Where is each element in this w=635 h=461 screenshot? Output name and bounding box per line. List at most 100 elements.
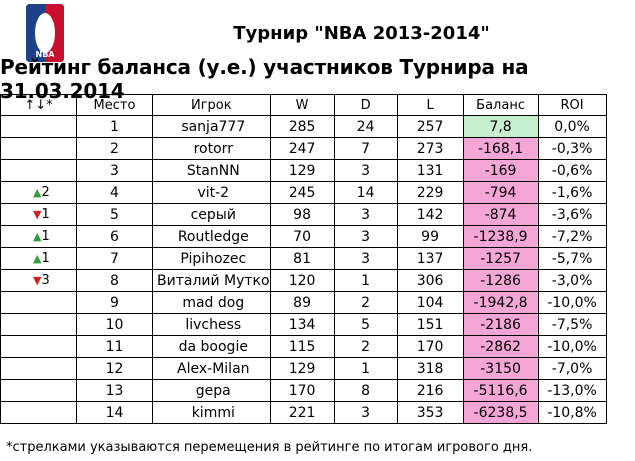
wins-cell[interactable]: 129 — [269, 357, 335, 380]
rank-change-cell[interactable] — [0, 401, 77, 424]
draws-cell[interactable]: 3 — [333, 225, 398, 248]
roi-cell[interactable]: -10,8% — [537, 401, 607, 424]
draws-cell[interactable]: 2 — [333, 291, 398, 314]
losses-cell[interactable]: 257 — [396, 115, 464, 138]
rank-change-cell[interactable] — [0, 313, 77, 336]
wins-cell[interactable]: 120 — [269, 269, 335, 292]
losses-cell[interactable]: 353 — [396, 401, 464, 424]
losses-cell[interactable]: 216 — [396, 379, 464, 402]
wins-cell[interactable]: 115 — [269, 335, 335, 358]
column-header-player[interactable]: Игрок — [152, 94, 271, 116]
rank-change-cell[interactable] — [0, 357, 77, 380]
player-cell[interactable]: Routledge — [152, 225, 271, 248]
balance-cell[interactable]: -1286 — [462, 269, 539, 292]
roi-cell[interactable]: -7,0% — [537, 357, 607, 380]
place-cell[interactable]: 11 — [76, 335, 153, 358]
draws-cell[interactable]: 8 — [333, 379, 398, 402]
column-header-move[interactable]: ↑↓* — [0, 94, 77, 116]
player-cell[interactable]: vit-2 — [152, 181, 271, 204]
place-cell[interactable]: 9 — [76, 291, 153, 314]
draws-cell[interactable]: 1 — [333, 269, 398, 292]
losses-cell[interactable]: 137 — [396, 247, 464, 270]
player-cell[interactable]: StanNN — [152, 159, 271, 182]
losses-cell[interactable]: 229 — [396, 181, 464, 204]
player-cell[interactable]: kimmi — [152, 401, 271, 424]
balance-cell[interactable]: 7,8 — [462, 115, 539, 138]
place-cell[interactable]: 12 — [76, 357, 153, 380]
player-cell[interactable]: Pipihozec — [152, 247, 271, 270]
balance-cell[interactable]: -6238,5 — [462, 401, 539, 424]
draws-cell[interactable]: 14 — [333, 181, 398, 204]
player-cell[interactable]: da boogie — [152, 335, 271, 358]
draws-cell[interactable]: 7 — [333, 137, 398, 160]
rank-change-cell[interactable]: ▼3 — [0, 269, 77, 292]
balance-cell[interactable]: -794 — [462, 181, 539, 204]
column-header-balance[interactable]: Баланс — [462, 94, 539, 116]
place-cell[interactable]: 7 — [76, 247, 153, 270]
balance-cell[interactable]: -2862 — [462, 335, 539, 358]
rank-change-cell[interactable] — [0, 335, 77, 358]
roi-cell[interactable]: -7,5% — [537, 313, 607, 336]
wins-cell[interactable]: 170 — [269, 379, 335, 402]
losses-cell[interactable]: 142 — [396, 203, 464, 226]
draws-cell[interactable]: 3 — [333, 203, 398, 226]
place-cell[interactable]: 10 — [76, 313, 153, 336]
losses-cell[interactable]: 318 — [396, 357, 464, 380]
losses-cell[interactable]: 151 — [396, 313, 464, 336]
draws-cell[interactable]: 3 — [333, 159, 398, 182]
player-cell[interactable]: Виталий Мутко — [152, 269, 271, 292]
column-header-roi[interactable]: ROI — [537, 94, 607, 116]
roi-cell[interactable]: -5,7% — [537, 247, 607, 270]
roi-cell[interactable]: -3,6% — [537, 203, 607, 226]
wins-cell[interactable]: 245 — [269, 181, 335, 204]
balance-cell[interactable]: -2186 — [462, 313, 539, 336]
column-header-place[interactable]: Место — [76, 94, 153, 116]
place-cell[interactable]: 1 — [76, 115, 153, 138]
draws-cell[interactable]: 3 — [333, 401, 398, 424]
rank-change-cell[interactable] — [0, 159, 77, 182]
place-cell[interactable]: 13 — [76, 379, 153, 402]
draws-cell[interactable]: 24 — [333, 115, 398, 138]
roi-cell[interactable]: -13,0% — [537, 379, 607, 402]
column-header-d[interactable]: D — [333, 94, 398, 116]
wins-cell[interactable]: 247 — [269, 137, 335, 160]
wins-cell[interactable]: 81 — [269, 247, 335, 270]
balance-cell[interactable]: -1238,9 — [462, 225, 539, 248]
roi-cell[interactable]: -10,0% — [537, 291, 607, 314]
wins-cell[interactable]: 134 — [269, 313, 335, 336]
roi-cell[interactable]: -1,6% — [537, 181, 607, 204]
losses-cell[interactable]: 170 — [396, 335, 464, 358]
roi-cell[interactable]: -0,3% — [537, 137, 607, 160]
rank-change-cell[interactable] — [0, 115, 77, 138]
wins-cell[interactable]: 98 — [269, 203, 335, 226]
rank-change-cell[interactable]: ▲1 — [0, 225, 77, 248]
column-header-w[interactable]: W — [269, 94, 335, 116]
place-cell[interactable]: 5 — [76, 203, 153, 226]
place-cell[interactable]: 3 — [76, 159, 153, 182]
place-cell[interactable]: 8 — [76, 269, 153, 292]
draws-cell[interactable]: 3 — [333, 247, 398, 270]
draws-cell[interactable]: 1 — [333, 357, 398, 380]
rank-change-cell[interactable] — [0, 137, 77, 160]
draws-cell[interactable]: 2 — [333, 335, 398, 358]
player-cell[interactable]: sanja777 — [152, 115, 271, 138]
player-cell[interactable]: Alex-Milan — [152, 357, 271, 380]
wins-cell[interactable]: 89 — [269, 291, 335, 314]
player-cell[interactable]: серый — [152, 203, 271, 226]
balance-cell[interactable]: -169 — [462, 159, 539, 182]
place-cell[interactable]: 4 — [76, 181, 153, 204]
column-header-l[interactable]: L — [396, 94, 464, 116]
balance-cell[interactable]: -5116,6 — [462, 379, 539, 402]
player-cell[interactable]: rotorr — [152, 137, 271, 160]
roi-cell[interactable]: -7,2% — [537, 225, 607, 248]
balance-cell[interactable]: -1942,8 — [462, 291, 539, 314]
balance-cell[interactable]: -874 — [462, 203, 539, 226]
rank-change-cell[interactable]: ▲1 — [0, 247, 77, 270]
place-cell[interactable]: 14 — [76, 401, 153, 424]
rank-change-cell[interactable]: ▲2 — [0, 181, 77, 204]
balance-cell[interactable]: -1257 — [462, 247, 539, 270]
place-cell[interactable]: 6 — [76, 225, 153, 248]
wins-cell[interactable]: 70 — [269, 225, 335, 248]
roi-cell[interactable]: -3,0% — [537, 269, 607, 292]
losses-cell[interactable]: 104 — [396, 291, 464, 314]
